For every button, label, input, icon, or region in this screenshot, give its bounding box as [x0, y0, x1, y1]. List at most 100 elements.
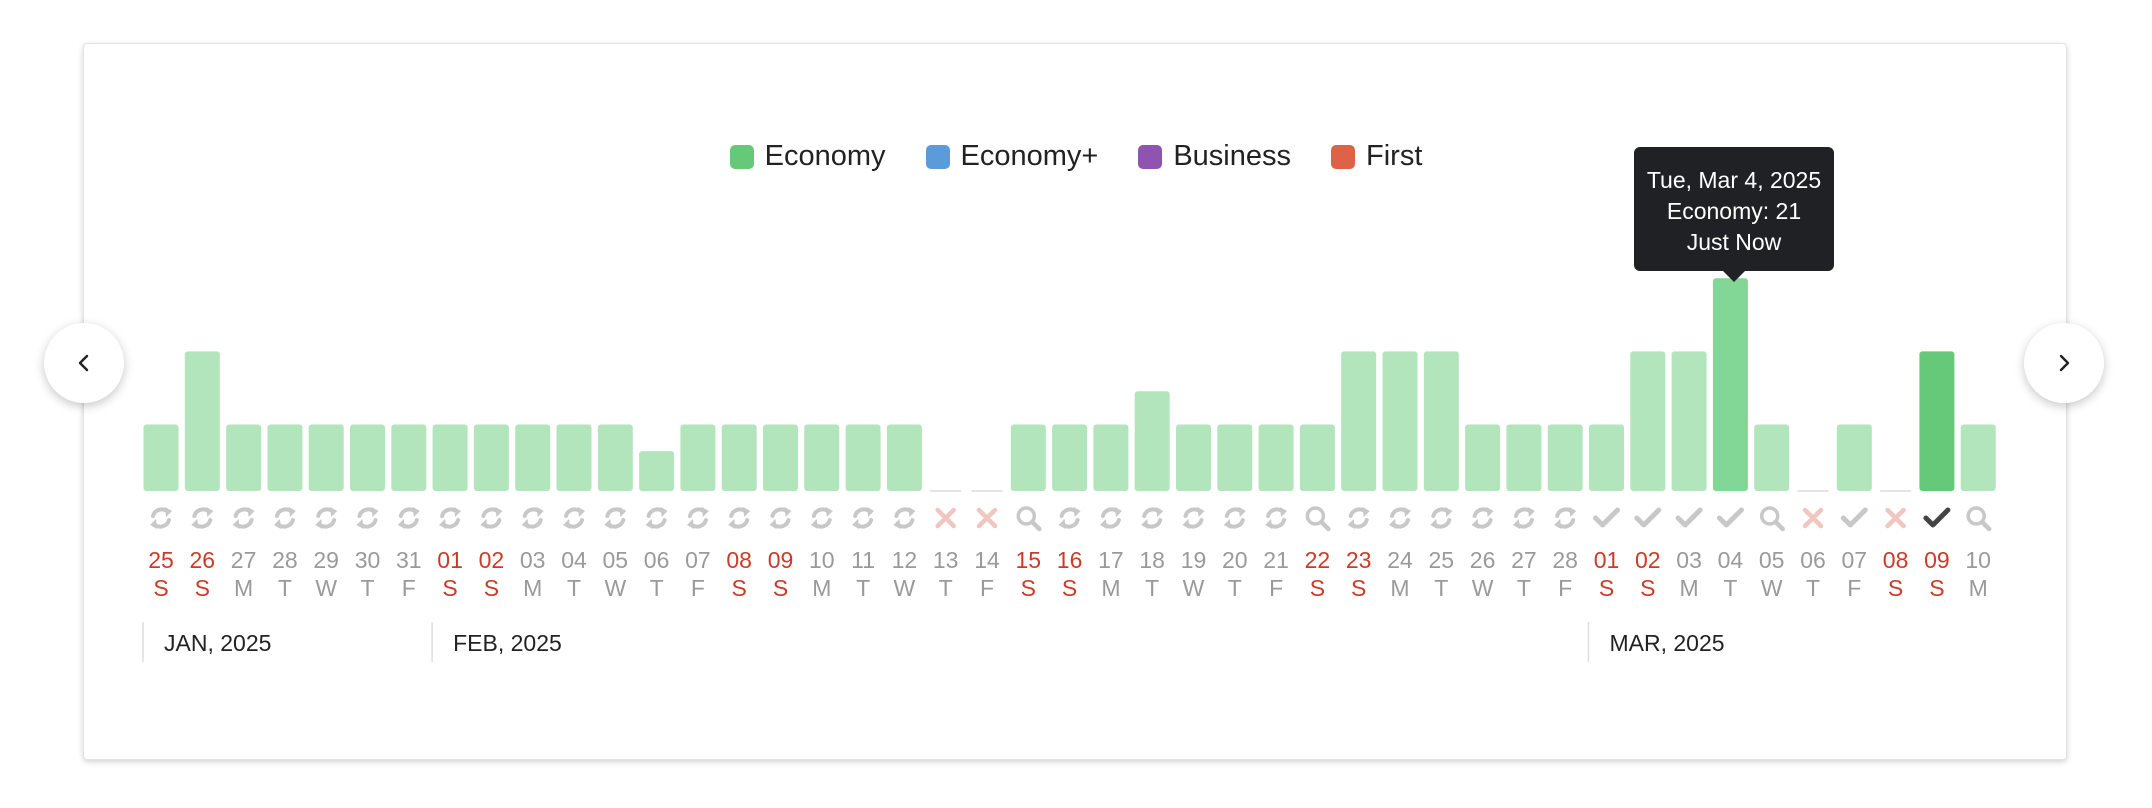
- bar-4[interactable]: [308, 424, 344, 492]
- bar-10[interactable]: [556, 424, 592, 492]
- refresh-icon: [1265, 507, 1288, 529]
- weekday-label-39: W: [1761, 575, 1783, 601]
- bar-16[interactable]: [804, 424, 840, 492]
- bar-26[interactable]: [1217, 424, 1253, 492]
- bar-11[interactable]: [597, 424, 633, 492]
- search-icon: [1016, 506, 1042, 532]
- month-label-0: JAN, 2025: [164, 630, 271, 656]
- refresh-icon: [686, 507, 709, 529]
- day-label-20: 14: [974, 547, 1000, 573]
- refresh-icon: [480, 507, 503, 529]
- bar-30[interactable]: [1382, 351, 1418, 491]
- bar-8[interactable]: [473, 424, 509, 492]
- check-icon: [1716, 507, 1744, 528]
- bar-9[interactable]: [515, 424, 551, 492]
- bar-7[interactable]: [432, 424, 468, 492]
- bar-18[interactable]: [886, 424, 922, 492]
- bar-21[interactable]: [1010, 424, 1046, 492]
- economy-swatch: [729, 144, 754, 169]
- legend-first[interactable]: First: [1331, 140, 1422, 173]
- bar-27[interactable]: [1258, 424, 1294, 492]
- bar-12[interactable]: [639, 451, 675, 491]
- bar-31[interactable]: [1423, 351, 1459, 491]
- bar-34[interactable]: [1547, 424, 1583, 492]
- legend-economy-plus-label: Economy+: [960, 140, 1099, 172]
- weekday-label-10: T: [567, 575, 581, 601]
- bar-1[interactable]: [184, 351, 220, 491]
- prev-button[interactable]: [44, 323, 124, 403]
- day-labels: 25S26S27M28T29W30T31F01S02S03M04T05W06T0…: [148, 547, 1991, 601]
- bar-33[interactable]: [1506, 424, 1542, 492]
- x-icon: [976, 507, 998, 529]
- refresh-icon: [810, 507, 833, 529]
- bar-28[interactable]: [1299, 424, 1335, 492]
- weekday-label-11: W: [604, 575, 626, 601]
- day-label-4: 29: [313, 547, 339, 573]
- weekday-label-16: M: [812, 575, 831, 601]
- day-label-40: 06: [1800, 547, 1826, 573]
- refresh-icon: [645, 507, 668, 529]
- weekday-label-33: T: [1517, 575, 1531, 601]
- legend-business[interactable]: Business: [1138, 140, 1291, 173]
- day-label-37: 03: [1676, 547, 1702, 573]
- bar-32[interactable]: [1465, 424, 1501, 492]
- bar-38[interactable]: [1712, 278, 1748, 491]
- bar-25[interactable]: [1176, 424, 1211, 492]
- bars: [143, 278, 1996, 492]
- refresh-icon: [1223, 507, 1246, 529]
- bar-22[interactable]: [1052, 424, 1088, 492]
- day-label-44: 10: [1965, 547, 1991, 573]
- weekday-label-34: F: [1558, 575, 1572, 601]
- bar-24[interactable]: [1134, 391, 1170, 491]
- bar-3[interactable]: [267, 424, 303, 492]
- refresh-icon: [1554, 507, 1577, 529]
- legend-economy-plus[interactable]: Economy+: [925, 140, 1099, 173]
- bar-39[interactable]: [1754, 424, 1790, 492]
- month-label-2: MAR, 2025: [1610, 630, 1725, 656]
- check-icon: [1675, 507, 1703, 528]
- bar-13[interactable]: [680, 424, 716, 492]
- first-swatch: [1331, 144, 1355, 169]
- bar-6[interactable]: [391, 424, 427, 492]
- bar-5[interactable]: [350, 424, 385, 492]
- refresh-icon: [439, 507, 462, 529]
- bar-37[interactable]: [1671, 351, 1707, 491]
- legend-economy-label: Economy: [764, 140, 886, 172]
- refresh-icon: [769, 507, 792, 529]
- bar-2[interactable]: [226, 424, 262, 492]
- day-label-10: 04: [561, 547, 587, 573]
- bar-35[interactable]: [1589, 424, 1624, 492]
- weekday-label-19: T: [939, 575, 953, 601]
- weekday-label-6: F: [402, 575, 416, 601]
- day-label-2: 27: [231, 547, 257, 573]
- day-label-38: 04: [1718, 547, 1744, 573]
- weekday-label-21: S: [1021, 575, 1036, 601]
- x-icon: [1885, 507, 1906, 529]
- bar-0[interactable]: [143, 424, 179, 492]
- bar-41[interactable]: [1836, 424, 1872, 492]
- bar-36[interactable]: [1630, 351, 1666, 491]
- bar-14[interactable]: [721, 424, 757, 492]
- refresh-icon: [893, 507, 916, 529]
- bar-44[interactable]: [1960, 424, 1996, 492]
- bar-23[interactable]: [1093, 424, 1129, 492]
- weekday-label-44: M: [1969, 575, 1988, 601]
- legend-economy[interactable]: Economy: [729, 140, 886, 173]
- bar-15[interactable]: [763, 424, 798, 492]
- day-label-26: 20: [1222, 547, 1248, 573]
- legend: Economy Economy+ Business First: [0, 140, 2152, 173]
- weekday-label-37: M: [1680, 575, 1699, 601]
- bar-43[interactable]: [1919, 351, 1955, 491]
- bar-29[interactable]: [1341, 351, 1377, 491]
- day-label-28: 22: [1305, 547, 1331, 573]
- refresh-icon: [1471, 507, 1494, 529]
- next-button[interactable]: [2024, 323, 2104, 403]
- day-label-32: 26: [1470, 547, 1496, 573]
- search-icon: [1305, 506, 1331, 532]
- weekday-label-0: S: [153, 575, 168, 601]
- weekday-label-14: S: [732, 575, 747, 601]
- economy-plus-swatch: [925, 144, 950, 169]
- refresh-icon: [1430, 507, 1453, 529]
- bar-17[interactable]: [845, 424, 881, 492]
